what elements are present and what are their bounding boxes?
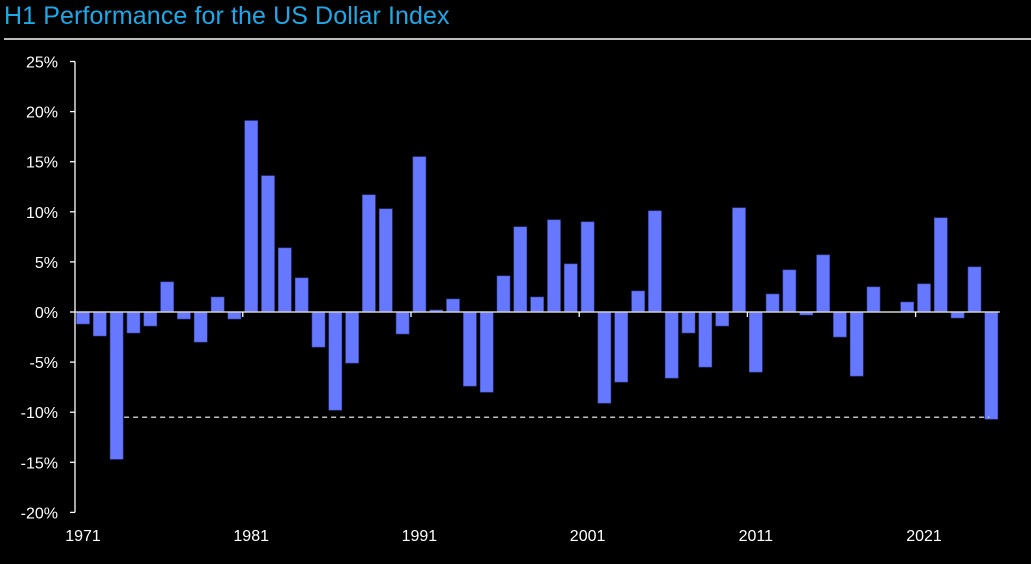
bar — [311, 311, 326, 348]
bar — [698, 311, 713, 368]
title-divider — [4, 38, 1031, 40]
bar — [547, 219, 561, 313]
bar — [126, 311, 141, 334]
bar — [277, 247, 292, 313]
bar — [210, 296, 225, 313]
y-tick-label: -10% — [21, 405, 58, 422]
y-tick-label: 10% — [26, 205, 58, 222]
bar — [193, 311, 208, 343]
bar — [765, 293, 780, 313]
bar — [378, 208, 393, 313]
bar — [664, 311, 679, 379]
x-tick-label: 1971 — [65, 528, 101, 545]
bars — [76, 120, 999, 460]
x-tick-label: 1991 — [402, 528, 438, 545]
bar — [463, 311, 477, 387]
y-tick-label: 5% — [35, 255, 58, 272]
bar — [782, 269, 797, 313]
bar — [866, 286, 881, 313]
bar — [513, 226, 528, 313]
y-tick-label: 25% — [26, 55, 58, 72]
bar — [563, 263, 578, 313]
bar — [732, 207, 746, 313]
bar — [93, 311, 107, 337]
bar — [244, 120, 258, 313]
bar — [294, 277, 309, 313]
y-tick-label: -5% — [30, 355, 58, 372]
chart-title: H1 Performance for the US Dollar Index — [4, 2, 450, 30]
bar — [631, 290, 645, 313]
y-tick-label: -15% — [21, 455, 58, 472]
bar — [328, 311, 343, 411]
bar — [76, 311, 90, 325]
y-tick-label: 0% — [35, 305, 58, 322]
bar — [530, 296, 544, 313]
bar — [261, 175, 275, 313]
bar — [496, 275, 511, 313]
bar — [395, 311, 410, 335]
bar — [967, 266, 982, 313]
y-axis: 25% 20% 15% 10% 5% 0% -5% -10% -15% -20% — [21, 55, 76, 522]
x-axis-labels: 1971 1981 1991 2001 2011 2021 — [65, 528, 942, 545]
bar — [362, 194, 376, 313]
bar — [900, 301, 915, 313]
bar — [681, 311, 696, 334]
bar — [833, 311, 847, 338]
bar — [614, 311, 629, 383]
bar — [849, 311, 864, 377]
bar — [160, 281, 174, 313]
bar — [109, 311, 124, 460]
bar — [580, 221, 595, 313]
x-tick-label: 2001 — [570, 528, 606, 545]
bar — [143, 311, 158, 327]
bar — [715, 311, 730, 327]
bar — [597, 311, 612, 404]
bar — [917, 283, 931, 313]
bar — [177, 311, 191, 320]
x-tick-label: 2011 — [739, 528, 774, 545]
x-tick-label: 2021 — [906, 528, 942, 545]
bar — [933, 217, 948, 313]
bar — [648, 210, 662, 313]
bar — [984, 311, 999, 420]
bar — [412, 156, 427, 313]
y-tick-label: 15% — [26, 155, 58, 172]
bar — [748, 311, 763, 373]
y-tick-label: 20% — [26, 105, 58, 122]
y-tick-label: -20% — [21, 505, 58, 522]
bar — [345, 311, 359, 364]
bar — [227, 311, 242, 320]
bar — [446, 298, 460, 313]
x-tick-label: 1981 — [233, 528, 269, 545]
zero-axis — [75, 311, 1000, 317]
bar — [479, 311, 494, 393]
bar — [816, 254, 830, 313]
bar — [950, 311, 965, 319]
